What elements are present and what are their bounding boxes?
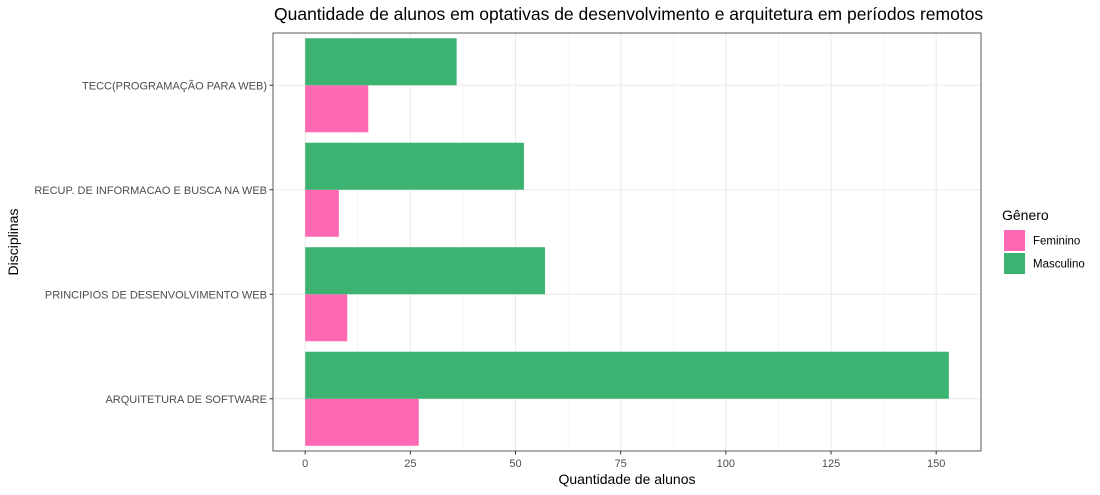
bar-feminino	[305, 189, 339, 237]
legend-title: Gênero	[1002, 207, 1049, 223]
panel-border	[272, 32, 982, 452]
bar-feminino	[305, 398, 419, 446]
x-tick-label: 25	[404, 458, 416, 470]
y-tick-label: ARQUITETURA DE SOFTWARE	[105, 394, 267, 406]
legend: Gênero Feminino Masculino	[1002, 207, 1085, 274]
bar-masculino	[305, 351, 949, 399]
x-tick-label: 100	[717, 458, 735, 470]
x-tick-label: 150	[927, 458, 945, 470]
legend-label: Feminino	[1033, 236, 1080, 248]
y-axis-title: Disciplinas	[5, 209, 21, 276]
bar-feminino	[305, 294, 348, 342]
y-axis: ARQUITETURA DE SOFTWARE PRINCIPIOS DE DES…	[34, 79, 273, 406]
bar-masculino	[305, 247, 545, 295]
x-axis-title: Quantidade de alunos	[559, 471, 696, 487]
x-tick-label: 125	[822, 458, 840, 470]
x-tick-label: 50	[509, 458, 521, 470]
chart-title: Quantidade de alunos em optativas de des…	[274, 4, 983, 24]
bar-masculino	[305, 142, 524, 190]
bars	[305, 38, 949, 446]
legend-label: Masculino	[1033, 259, 1085, 271]
x-tick-label: 75	[615, 458, 627, 470]
y-tick-label: TECC(PROGRAMAÇÃO PARA WEB)	[82, 79, 267, 92]
x-tick-label: 0	[302, 458, 308, 470]
x-axis: 0 25 50 75 100 125 150	[302, 451, 945, 470]
bar-masculino	[305, 38, 457, 86]
y-tick-label: PRINCIPIOS DE DESENVOLVIMENTO WEB	[45, 289, 267, 301]
legend-key-masculino	[1004, 253, 1025, 274]
y-tick-label: RECUP. DE INFORMACAO E BUSCA NA WEB	[34, 185, 267, 197]
legend-key-feminino	[1004, 230, 1025, 251]
bar-feminino	[305, 85, 369, 133]
